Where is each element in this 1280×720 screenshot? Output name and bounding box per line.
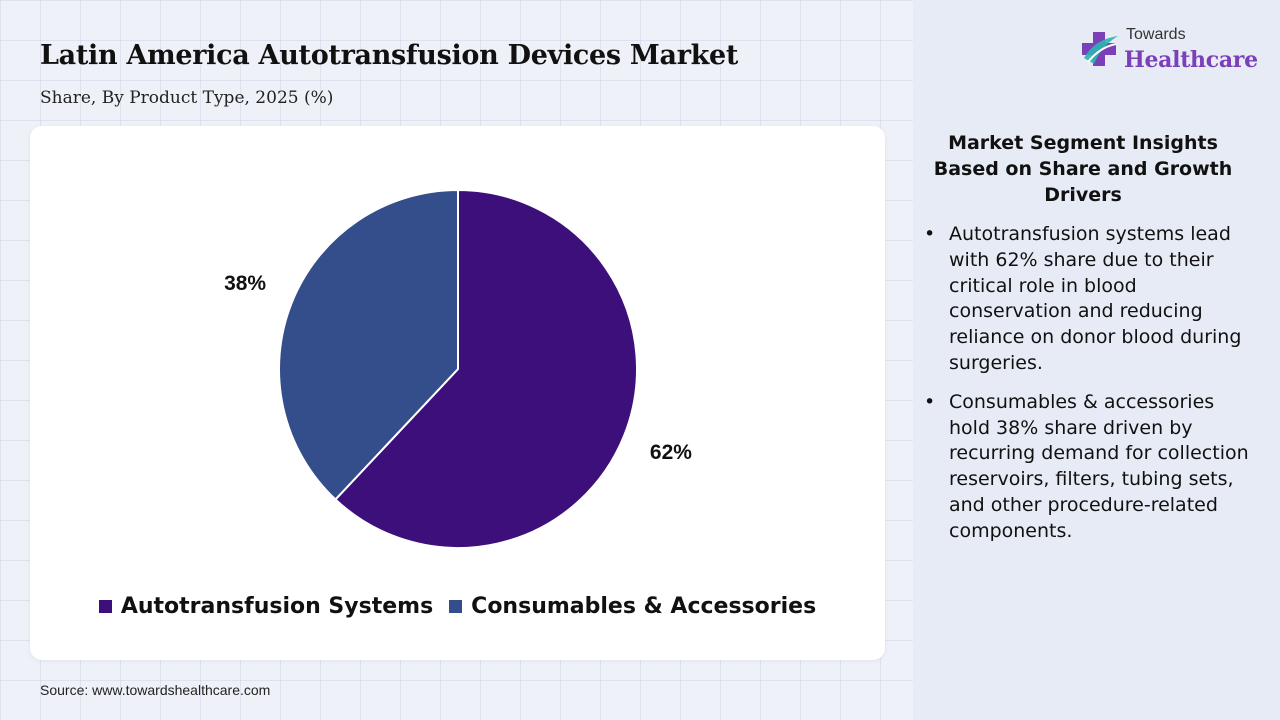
pie-slice-2 bbox=[278, 188, 459, 501]
bullet-icon: • bbox=[924, 223, 936, 245]
legend-label: Autotransfusion Systems bbox=[120, 594, 434, 619]
insight-item: • Autotransfusion systems lead with 62% s… bbox=[922, 222, 1252, 377]
bullet-icon: • bbox=[924, 390, 936, 413]
pie-slice-label: 62% bbox=[650, 441, 692, 464]
pie-slice-1 bbox=[334, 188, 638, 549]
source-note: Source: www.towardshealthcare.com bbox=[40, 682, 271, 698]
legend-swatch bbox=[98, 600, 112, 613]
legend-label: Consumables & Accessories bbox=[471, 594, 817, 619]
legend-item: Consumables & Accessories bbox=[449, 594, 816, 619]
insight-item: • Consumables & accessories hold 38% shar… bbox=[922, 390, 1252, 545]
insight-text: Autotransfusion systems lead with 62% sh… bbox=[949, 223, 1242, 374]
chart-card: 62% 38% Autotransfusion Systems Consumable… bbox=[30, 126, 885, 660]
logo-text-large: Healthcare bbox=[1124, 47, 1258, 73]
legend-item: Autotransfusion Systems bbox=[98, 594, 434, 619]
page-subtitle: Share, By Product Type, 2025 (%) bbox=[40, 88, 334, 108]
page-title: Latin America Autotransfusion Devices Ma… bbox=[40, 40, 739, 71]
pie-chart: 62% 38% bbox=[224, 188, 692, 549]
insights-panel-background bbox=[913, 0, 1280, 720]
pie-slice-label: 38% bbox=[224, 272, 266, 295]
insights-heading: Market Segment Insights Based on Share a… bbox=[933, 132, 1233, 206]
brand-logo: Towards Healthcare bbox=[1080, 26, 1260, 82]
chart-legend: Autotransfusion Systems Consumables & Acc… bbox=[30, 594, 885, 619]
medical-cross-logo-icon bbox=[1082, 32, 1118, 66]
insight-text: Consumables & accessories hold 38% share… bbox=[949, 390, 1249, 542]
legend-swatch bbox=[449, 600, 463, 613]
logo-text-small: Towards bbox=[1126, 26, 1186, 43]
insights-list: • Autotransfusion systems lead with 62% s… bbox=[922, 222, 1252, 558]
